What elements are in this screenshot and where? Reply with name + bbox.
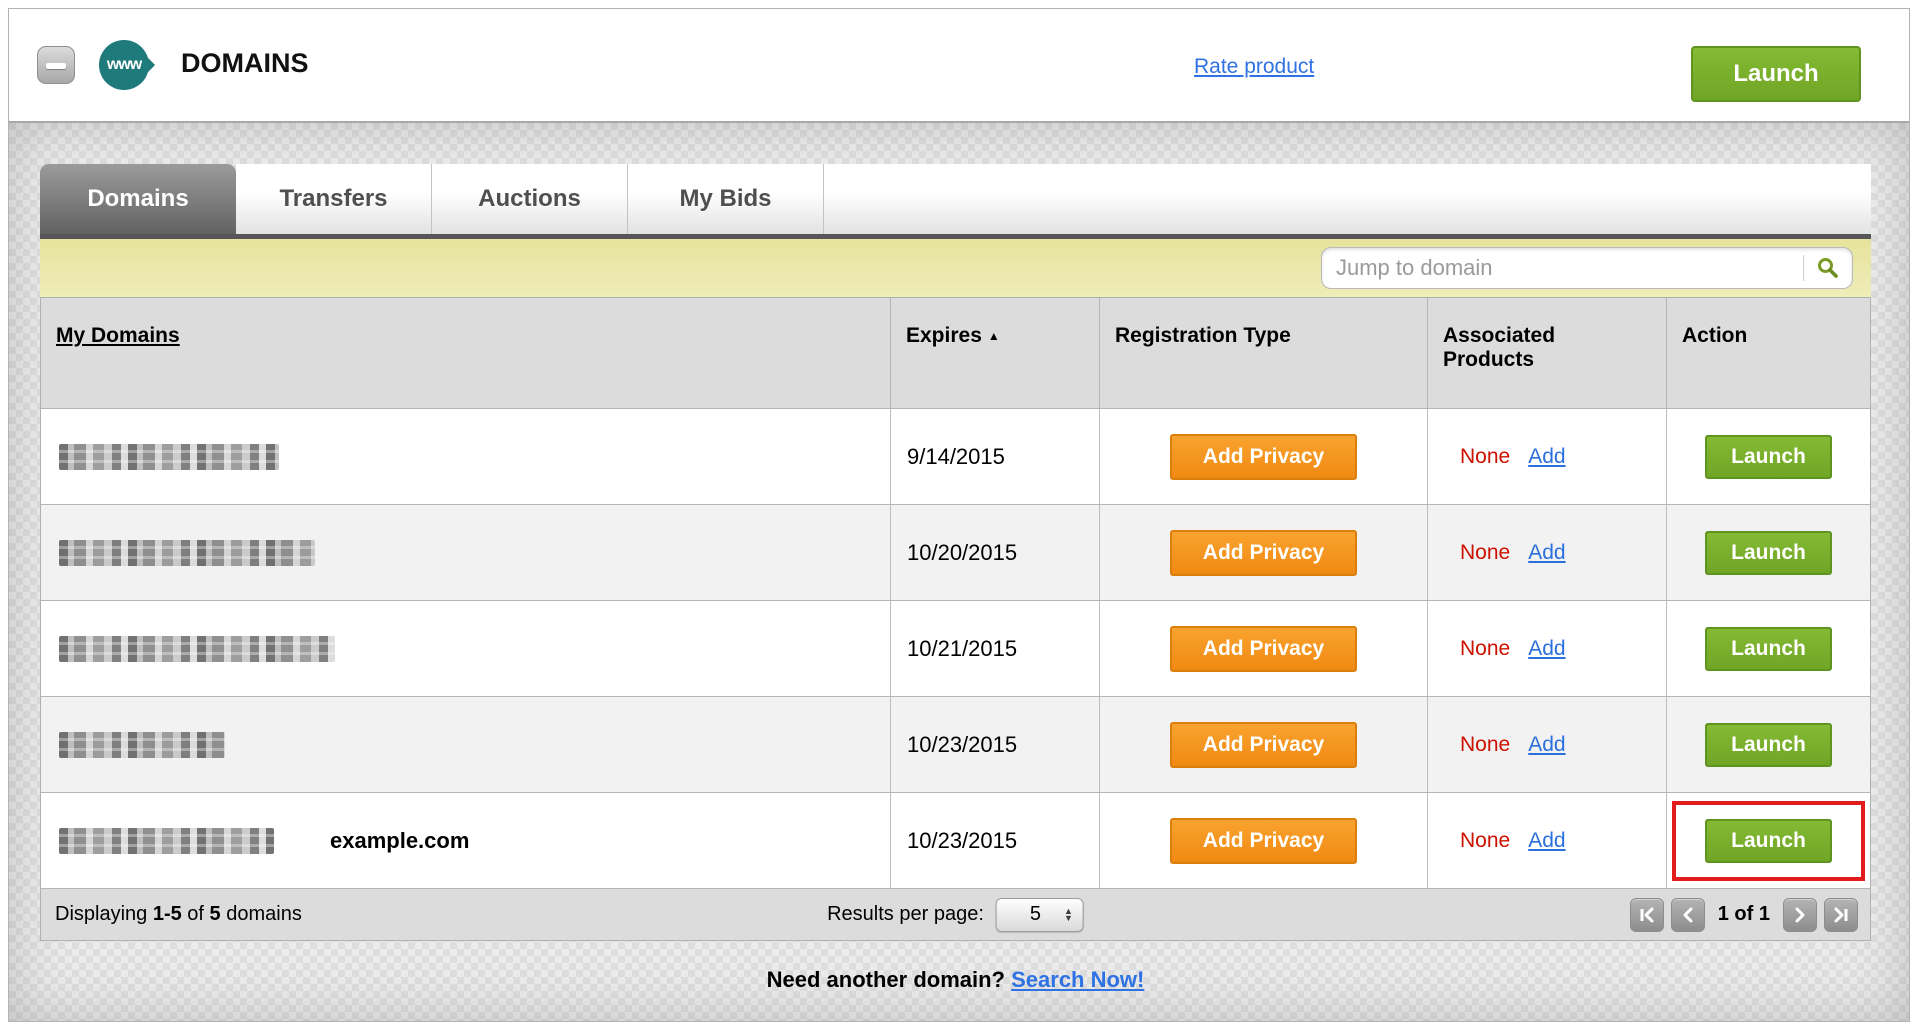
domains-table: My Domains Expires ▲ Registration Type As… xyxy=(40,297,1871,941)
add-privacy-button[interactable]: Add Privacy xyxy=(1170,433,1357,480)
header-launch-button[interactable]: Launch xyxy=(1691,46,1861,102)
table-header-row: My Domains Expires ▲ Registration Type As… xyxy=(41,298,1870,408)
table-footer: Displaying 1-5 of 5 domains Results per … xyxy=(41,888,1870,940)
table-body: 9/14/2015 Add Privacy None Add Launch 10… xyxy=(41,408,1870,888)
expires-date: 10/20/2015 xyxy=(890,505,1099,600)
page-title: DOMAINS xyxy=(181,48,309,78)
last-page-button[interactable] xyxy=(1824,897,1858,932)
column-registration-type: Registration Type xyxy=(1099,298,1427,408)
tab-filler xyxy=(824,164,1871,234)
main-panel: Domains Transfers Auctions My Bids xyxy=(9,123,1909,1021)
tab-domains[interactable]: Domains xyxy=(40,164,236,234)
add-product-link[interactable]: Add xyxy=(1528,828,1566,852)
range-value: 1-5 xyxy=(152,903,182,925)
row-launch-button[interactable]: Launch xyxy=(1705,434,1832,479)
redacted-domain-name xyxy=(59,635,335,662)
tab-bar: Domains Transfers Auctions My Bids xyxy=(40,164,1871,239)
column-action: Action xyxy=(1666,298,1870,408)
launch-button-wrap: Launch xyxy=(1672,800,1865,881)
column-expires[interactable]: Expires ▲ xyxy=(890,298,1099,408)
app-window: www DOMAINS Rate product Launch Domains … xyxy=(8,8,1910,1022)
launch-button-wrap: Launch xyxy=(1705,626,1832,671)
results-per-page-select[interactable]: 5 ▲ ▼ xyxy=(995,897,1084,932)
rate-product-link[interactable]: Rate product xyxy=(1194,55,1315,78)
associated-products-value: None xyxy=(1460,444,1511,468)
associated-products-value: None xyxy=(1460,828,1511,852)
associated-products-value: None xyxy=(1460,540,1511,564)
prev-page-button[interactable] xyxy=(1670,897,1705,932)
add-privacy-button[interactable]: Add Privacy xyxy=(1170,817,1357,864)
logo-text: www xyxy=(106,56,142,73)
expires-date: 9/14/2015 xyxy=(890,409,1099,504)
table-row: 10/21/2015 Add Privacy None Add Launch xyxy=(41,600,1870,696)
redacted-domain-name xyxy=(59,827,274,854)
redacted-domain-name xyxy=(59,443,279,470)
add-privacy-button[interactable]: Add Privacy xyxy=(1170,721,1357,768)
displaying-status: Displaying 1-5 of 5 domains xyxy=(55,903,302,925)
add-privacy-button[interactable]: Add Privacy xyxy=(1170,625,1357,672)
page-status: 1 of 1 xyxy=(1717,903,1770,925)
redacted-domain-name xyxy=(59,731,225,758)
next-page-button[interactable] xyxy=(1783,897,1817,932)
search-icon[interactable] xyxy=(1804,256,1852,280)
total-value: 5 xyxy=(209,903,221,925)
expires-date: 10/23/2015 xyxy=(890,697,1099,792)
launch-button-wrap: Launch xyxy=(1705,722,1832,767)
row-launch-button[interactable]: Launch xyxy=(1705,626,1832,671)
www-domains-icon: www xyxy=(99,40,149,90)
jump-to-domain-input[interactable] xyxy=(1322,255,1803,281)
collapse-button[interactable] xyxy=(37,46,75,84)
expires-date: 10/23/2015 xyxy=(890,793,1099,888)
results-per-page-value: 5 xyxy=(1029,903,1041,925)
first-page-button[interactable] xyxy=(1629,897,1664,932)
add-product-link[interactable]: Add xyxy=(1528,444,1566,468)
column-my-domains[interactable]: My Domains xyxy=(56,324,180,347)
associated-products-value: None xyxy=(1460,732,1511,756)
tab-auctions[interactable]: Auctions xyxy=(432,164,628,234)
associated-products-value: None xyxy=(1460,636,1511,660)
tab-my-bids[interactable]: My Bids xyxy=(628,164,824,234)
launch-button-wrap: Launch xyxy=(1705,530,1832,575)
pagination: 1 of 1 xyxy=(1629,897,1858,932)
header-divider xyxy=(9,121,1909,123)
tab-transfers[interactable]: Transfers xyxy=(236,164,432,234)
add-product-link[interactable]: Add xyxy=(1528,540,1566,564)
search-now-link[interactable]: Search Now! xyxy=(1011,967,1145,992)
row-launch-button[interactable]: Launch xyxy=(1705,818,1832,863)
add-product-link[interactable]: Add xyxy=(1528,636,1566,660)
search-divider xyxy=(1803,255,1804,281)
minus-icon xyxy=(46,63,66,69)
table-row: example.com 10/23/2015 Add Privacy None … xyxy=(41,792,1870,888)
domain-annotation: example.com xyxy=(330,827,470,853)
jump-to-domain-box xyxy=(1321,247,1853,289)
app-header: www DOMAINS Rate product Launch xyxy=(9,9,1909,121)
need-domain-prompt: Need another domain? Search Now! xyxy=(40,967,1871,993)
launch-button-wrap: Launch xyxy=(1705,434,1832,479)
table-row: 10/20/2015 Add Privacy None Add Launch xyxy=(41,504,1870,600)
row-launch-button[interactable]: Launch xyxy=(1705,530,1832,575)
search-bar xyxy=(40,239,1871,297)
redacted-domain-name xyxy=(59,539,315,566)
add-privacy-button[interactable]: Add Privacy xyxy=(1170,529,1357,576)
results-per-page-label: Results per page: xyxy=(827,903,984,925)
add-product-link[interactable]: Add xyxy=(1528,732,1566,756)
column-associated-products: Associated Products xyxy=(1427,298,1666,408)
sort-asc-icon: ▲ xyxy=(987,329,1000,343)
need-domain-text: Need another domain? xyxy=(766,967,1005,992)
select-arrows-icon: ▲ ▼ xyxy=(1063,905,1073,923)
table-row: 10/23/2015 Add Privacy None Add Launch xyxy=(41,696,1870,792)
row-launch-button[interactable]: Launch xyxy=(1705,722,1832,767)
table-row: 9/14/2015 Add Privacy None Add Launch xyxy=(41,408,1870,504)
expires-date: 10/21/2015 xyxy=(890,601,1099,696)
